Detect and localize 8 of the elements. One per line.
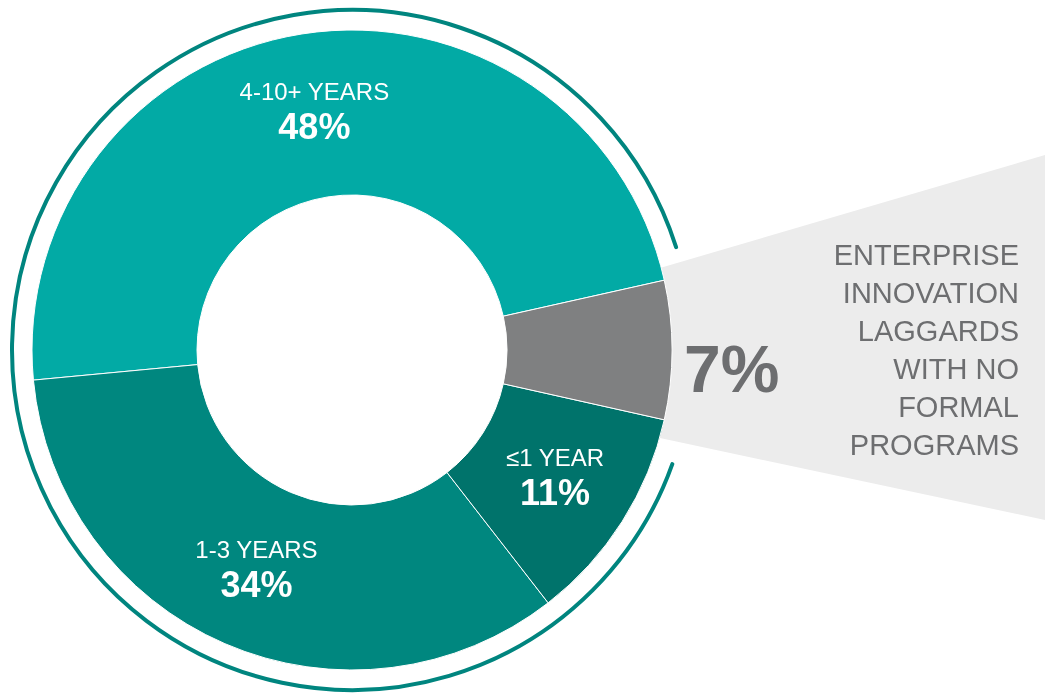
data-label: 34% <box>220 564 293 606</box>
category-label: ENTERPRISE INNOVATION LAGGARDS WITH NO FORMAL PROGRAMS <box>833 239 1019 461</box>
data-label: 7% <box>684 332 780 406</box>
slice-label: 4-10+ YEARS <box>239 77 390 105</box>
slice-label: 1-3 YEARS <box>195 536 318 564</box>
data-label: 48% <box>278 105 351 147</box>
slice-label: ≤1 YEAR <box>506 444 605 472</box>
data-label: 11% <box>520 472 591 514</box>
